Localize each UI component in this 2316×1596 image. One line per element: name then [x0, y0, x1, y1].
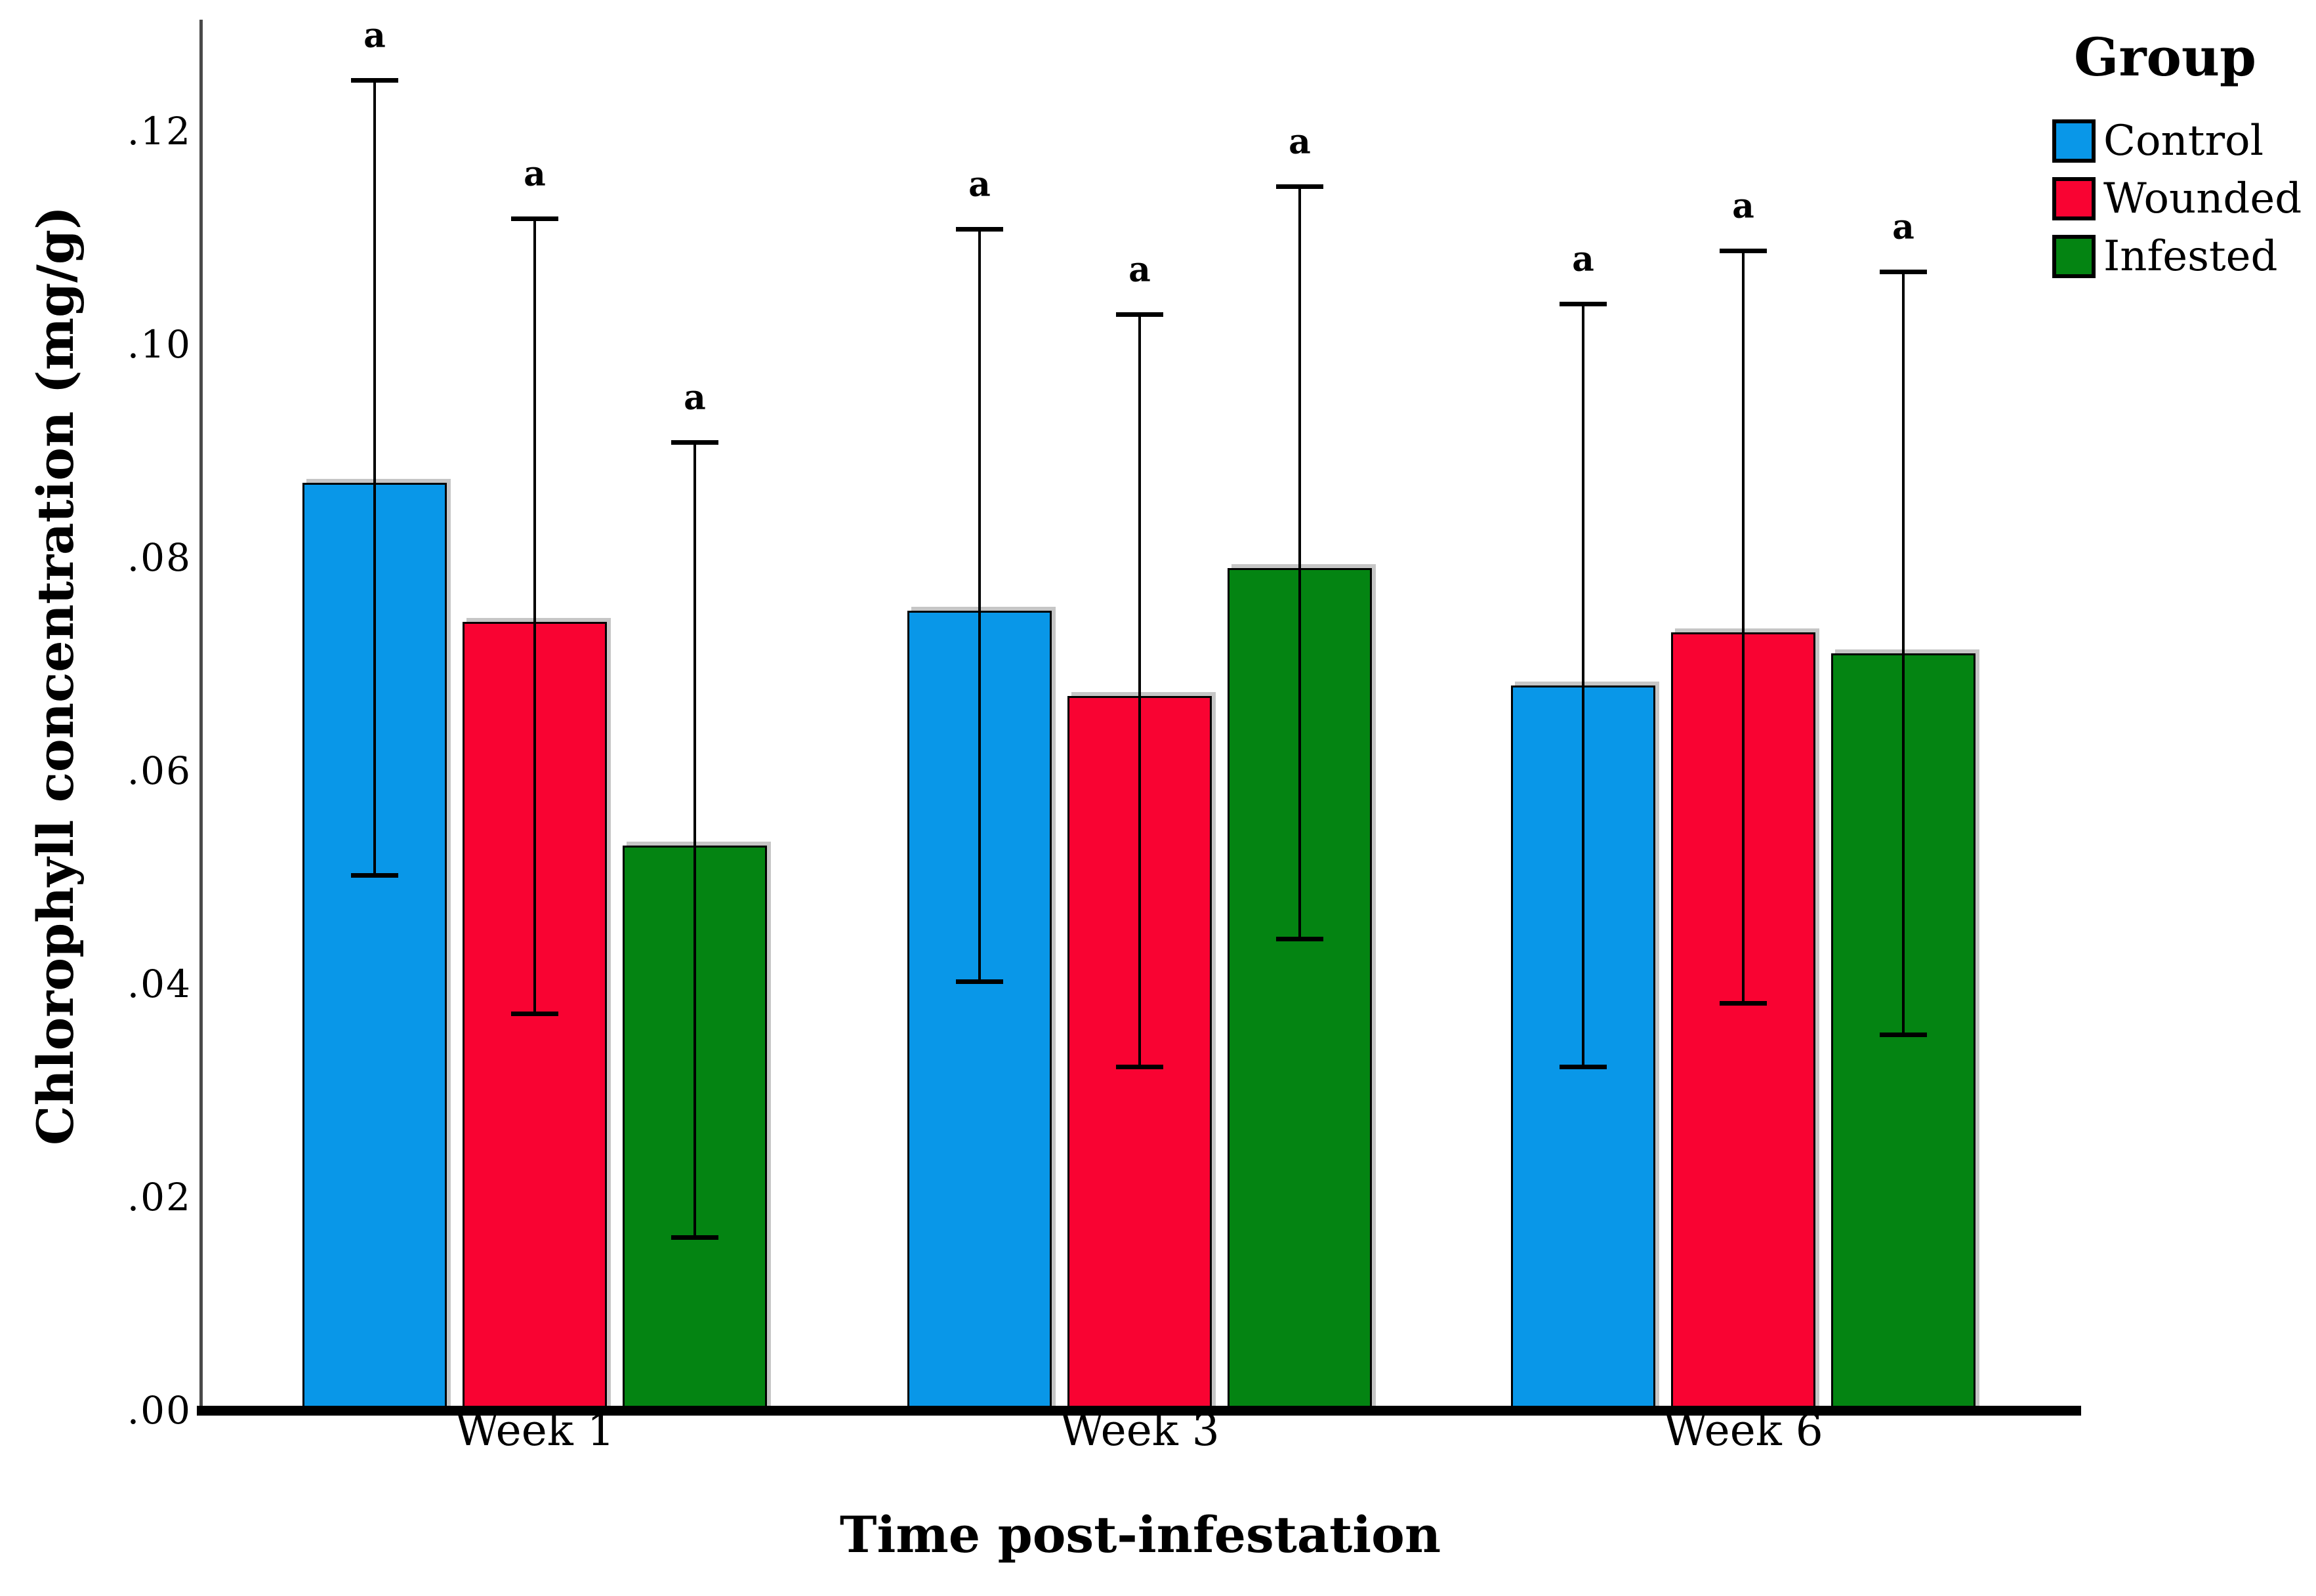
legend-swatch-infested	[2052, 235, 2096, 278]
y-tick-label: .12	[127, 109, 192, 153]
error-bar-line	[1582, 302, 1584, 1069]
y-tick-label: .00	[127, 1388, 192, 1433]
significance-label: a	[1892, 207, 1914, 248]
y-tick-label: .04	[127, 962, 192, 1006]
significance-label: a	[363, 15, 386, 56]
significance-label: a	[1289, 122, 1311, 163]
legend-swatch-control	[2052, 119, 2096, 163]
legend-swatch-wounded	[2052, 177, 2096, 220]
error-bar-cap-lower	[671, 1235, 718, 1240]
error-bar-cap-lower	[1880, 1033, 1927, 1038]
significance-label: a	[1572, 239, 1594, 279]
error-bar-cap-upper	[671, 440, 718, 445]
y-tick-label: .10	[127, 322, 192, 367]
significance-label: a	[524, 154, 546, 194]
error-bar-cap-lower	[351, 872, 398, 878]
legend-label: Control	[2103, 117, 2264, 165]
error-bar-line	[533, 216, 536, 1016]
error-bar-line	[978, 227, 981, 984]
error-bar-cap-lower	[1276, 937, 1323, 941]
significance-label: a	[1128, 250, 1151, 291]
y-tick-label: .06	[127, 748, 192, 793]
error-bar-cap-upper	[1720, 248, 1767, 253]
error-bar-line	[1742, 248, 1745, 1006]
error-bar-cap-lower	[511, 1011, 558, 1016]
legend-item-control: Control	[2052, 119, 2264, 163]
error-bar-line	[1902, 270, 1905, 1038]
error-bar-line	[373, 77, 376, 878]
significance-label: a	[684, 378, 706, 419]
legend-item-wounded: Wounded	[2052, 177, 2302, 220]
legend-label: Wounded	[2103, 174, 2302, 223]
error-bar-cap-lower	[1560, 1065, 1607, 1069]
y-axis-line	[199, 20, 203, 1411]
error-bar-cap-upper	[956, 227, 1003, 232]
error-bar-cap-upper	[1880, 270, 1927, 275]
significance-label: a	[968, 165, 991, 205]
error-bar-cap-upper	[1560, 302, 1607, 306]
error-bar-cap-upper	[351, 77, 398, 83]
x-axis-line	[197, 1406, 2081, 1416]
y-tick-label: .02	[127, 1175, 192, 1219]
error-bar-line	[693, 440, 696, 1240]
legend-item-infested: Infested	[2052, 235, 2277, 278]
error-bar-cap-upper	[1116, 312, 1163, 317]
legend-title: Group	[2074, 26, 2256, 88]
error-bar-cap-upper	[511, 216, 558, 221]
significance-label: a	[1732, 186, 1754, 226]
y-tick-label: .08	[127, 535, 192, 580]
error-bar-cap-upper	[1276, 184, 1323, 190]
y-axis-title: Chlorophyll concentration (mg/g)	[26, 205, 85, 1146]
error-bar-line	[1138, 312, 1141, 1069]
error-bar-cap-lower	[956, 979, 1003, 984]
error-bar-cap-lower	[1116, 1065, 1163, 1069]
legend-label: Infested	[2103, 232, 2278, 281]
x-axis-title: Time post-infestation	[839, 1505, 1441, 1564]
error-bar-cap-lower	[1720, 1000, 1767, 1006]
error-bar-line	[1298, 184, 1301, 941]
